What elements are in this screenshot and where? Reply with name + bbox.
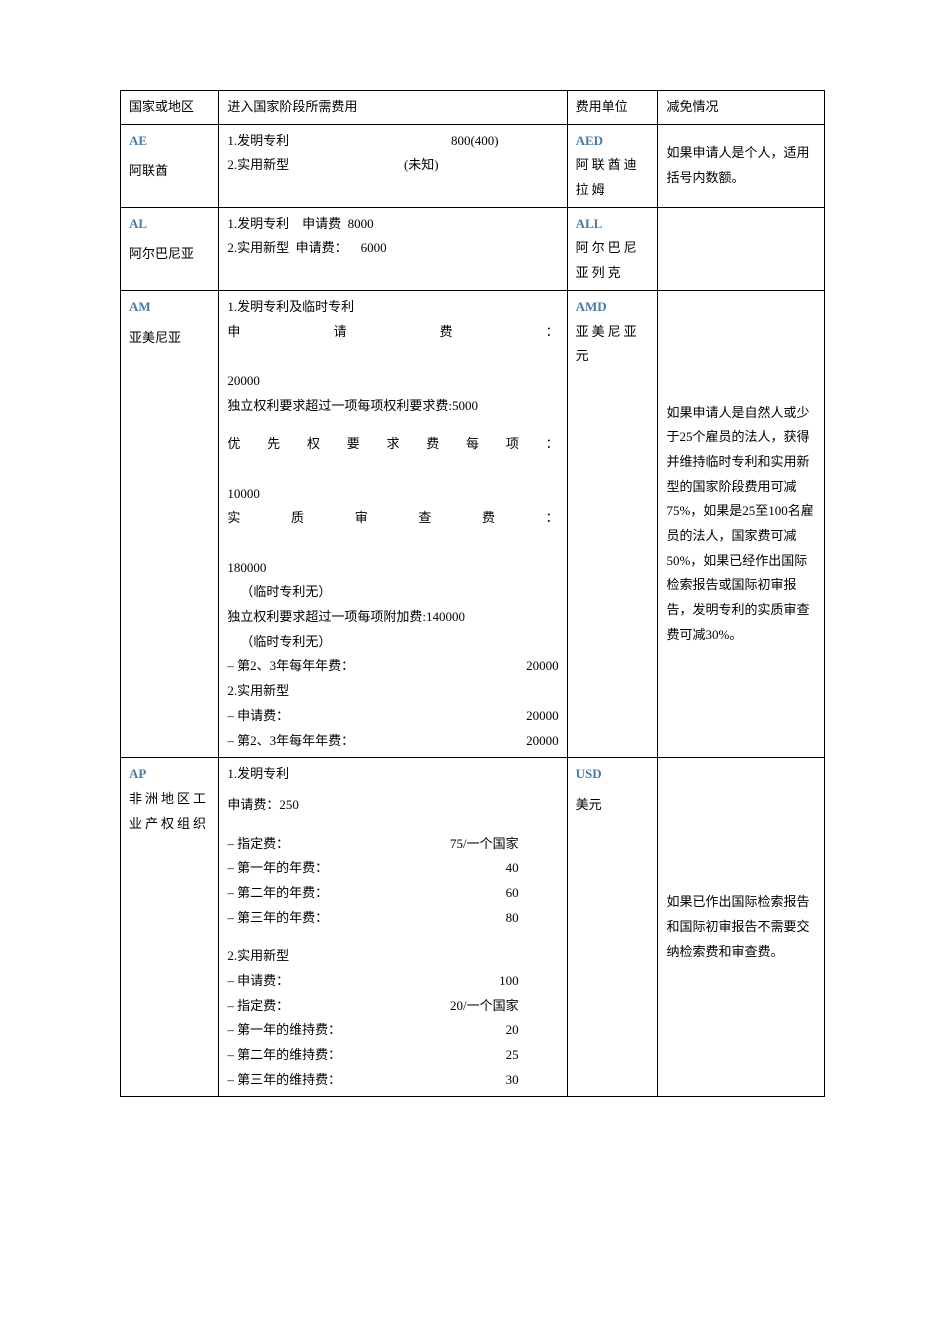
fees-al: 1.发明专利 申请费 8000 2.实用新型 申请费： 6000 — [219, 207, 567, 290]
table-row-ae: AE 阿联酋 1.发明专利 800(400) 2.实用新型 (未知) AED 阿… — [121, 124, 825, 207]
fee-value: 20000 — [526, 704, 559, 729]
fee-line: （临时专利无） — [227, 580, 558, 605]
fee-value: 40 — [506, 856, 519, 881]
fee-table: 国家或地区 进入国家阶段所需费用 费用单位 减免情况 AE 阿联酋 1.发明专利… — [120, 90, 825, 1097]
fee-line: 实质审查费： — [227, 506, 558, 555]
unit-name: 阿尔巴尼亚列克 — [576, 236, 650, 285]
country-name: 阿尔巴尼亚 — [129, 242, 210, 267]
fee-line: 1.发明专利 — [227, 762, 558, 787]
fee-line: 1.发明专利及临时专利 — [227, 295, 558, 320]
fee-line: 独立权利要求超过一项每项附加费:140000 — [227, 605, 558, 630]
country-ae: AE 阿联酋 — [121, 124, 219, 207]
table-row-ap: AP 非洲地区工业产权组织 1.发明专利 申请费：250 – 指定费： 75/一… — [121, 758, 825, 1097]
country-name: 亚美尼亚 — [129, 326, 210, 351]
fee-line: 2.实用新型 — [227, 679, 558, 704]
fee-line: 申请费：250 — [227, 793, 558, 818]
unit-ae: AED 阿联酋迪拉姆 — [567, 124, 658, 207]
fee-label: 2.实用新型 — [227, 153, 289, 178]
country-al: AL 阿尔巴尼亚 — [121, 207, 219, 290]
reduction-text: 如果已作出国际检索报告和国际初审报告不需要交纳检索费和审查费。 — [666, 890, 816, 964]
unit-am: AMD 亚美尼亚元 — [567, 290, 658, 757]
fee-value: 25 — [506, 1043, 519, 1068]
fee-value: 100 — [499, 969, 519, 994]
table-header-row: 国家或地区 进入国家阶段所需费用 费用单位 减免情况 — [121, 91, 825, 125]
reduction-ae: 如果申请人是个人，适用括号内数额。 — [658, 124, 825, 207]
fees-ap: 1.发明专利 申请费：250 – 指定费： 75/一个国家 – 第一年的年费： … — [219, 758, 567, 1097]
header-unit: 费用单位 — [567, 91, 658, 125]
fee-value: 60 — [506, 881, 519, 906]
fee-label: – 第2、3年每年年费： — [227, 654, 354, 679]
fee-label: – 第三年的维持费： — [227, 1068, 341, 1093]
fee-value: 75/一个国家 — [450, 832, 519, 857]
fee-line: 20000 — [227, 369, 558, 394]
fee-line: 优先权要求费每项： — [227, 432, 558, 481]
fee-label: 1.发明专利 — [227, 129, 289, 154]
unit-code: ALL — [576, 212, 650, 237]
table-row-am: AM 亚美尼亚 1.发明专利及临时专利 申请费： 20000 独立权利要求超过一… — [121, 290, 825, 757]
country-name: 阿联酋 — [129, 159, 210, 184]
unit-code: AMD — [576, 295, 650, 320]
unit-al: ALL 阿尔巴尼亚列克 — [567, 207, 658, 290]
fee-line: （临时专利无） — [227, 630, 558, 655]
unit-name: 亚美尼亚元 — [576, 320, 650, 369]
fee-label: – 第一年的维持费： — [227, 1018, 341, 1043]
fee-line: 申请费： — [227, 320, 558, 369]
fee-line: 10000 — [227, 482, 558, 507]
unit-code: USD — [576, 762, 650, 787]
fee-label: – 第2、3年每年年费： — [227, 729, 354, 754]
reduction-ap: 如果已作出国际检索报告和国际初审报告不需要交纳检索费和审查费。 — [658, 758, 825, 1097]
fee-label: – 第二年的年费： — [227, 881, 328, 906]
country-code: AP — [129, 762, 210, 787]
fee-value: 20000 — [526, 654, 559, 679]
reduction-text: 如果申请人是个人，适用括号内数额。 — [666, 141, 816, 190]
unit-name: 阿联酋迪拉姆 — [576, 153, 650, 202]
fee-label: – 第一年的年费： — [227, 856, 328, 881]
unit-code: AED — [576, 129, 650, 154]
fee-line: 2.实用新型 申请费： 6000 — [227, 236, 558, 261]
country-code: AE — [129, 129, 210, 154]
country-ap: AP 非洲地区工业产权组织 — [121, 758, 219, 1097]
unit-name: 美元 — [576, 793, 650, 818]
country-am: AM 亚美尼亚 — [121, 290, 219, 757]
fee-label: – 申请费： — [227, 969, 289, 994]
fee-value: 30 — [506, 1068, 519, 1093]
fee-label: – 申请费： — [227, 704, 289, 729]
fee-value: 20/一个国家 — [450, 994, 519, 1019]
fee-label: – 指定费： — [227, 994, 289, 1019]
header-fees: 进入国家阶段所需费用 — [219, 91, 567, 125]
reduction-al — [658, 207, 825, 290]
header-reduction: 减免情况 — [658, 91, 825, 125]
reduction-text: 如果申请人是自然人或少于25个雇员的法人，获得并维持临时专利和实用新型的国家阶段… — [666, 401, 816, 648]
fee-label: – 指定费： — [227, 832, 289, 857]
country-code: AL — [129, 212, 210, 237]
fee-line: 1.发明专利 申请费 8000 — [227, 212, 558, 237]
fees-am: 1.发明专利及临时专利 申请费： 20000 独立权利要求超过一项每项权利要求费… — [219, 290, 567, 757]
unit-ap: USD 美元 — [567, 758, 658, 1097]
fee-label: – 第二年的维持费： — [227, 1043, 341, 1068]
fee-value: 80 — [506, 906, 519, 931]
country-name: 非洲地区工业产权组织 — [129, 787, 210, 836]
fee-label: – 第三年的年费： — [227, 906, 328, 931]
fee-value: 20 — [506, 1018, 519, 1043]
fee-value: 20000 — [526, 729, 559, 754]
fee-value: (未知) — [404, 153, 439, 178]
fee-line: 独立权利要求超过一项每项权利要求费:5000 — [227, 394, 558, 419]
table-row-al: AL 阿尔巴尼亚 1.发明专利 申请费 8000 2.实用新型 申请费： 600… — [121, 207, 825, 290]
country-code: AM — [129, 295, 210, 320]
header-country: 国家或地区 — [121, 91, 219, 125]
fees-ae: 1.发明专利 800(400) 2.实用新型 (未知) — [219, 124, 567, 207]
fee-value: 800(400) — [451, 129, 499, 154]
reduction-am: 如果申请人是自然人或少于25个雇员的法人，获得并维持临时专利和实用新型的国家阶段… — [658, 290, 825, 757]
fee-line: 180000 — [227, 556, 558, 581]
fee-line: 2.实用新型 — [227, 944, 558, 969]
